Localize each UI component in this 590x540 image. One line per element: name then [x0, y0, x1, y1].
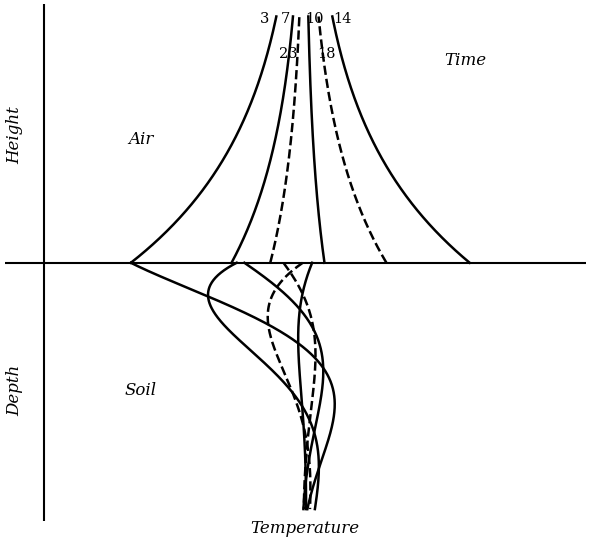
Text: 10: 10 [306, 12, 324, 26]
Text: 14: 14 [333, 12, 352, 26]
Text: Depth: Depth [6, 365, 23, 416]
Text: 23: 23 [280, 47, 298, 61]
Text: 7: 7 [281, 12, 290, 26]
Text: 18: 18 [317, 47, 336, 61]
Text: Soil: Soil [124, 382, 156, 400]
Text: Height: Height [6, 106, 23, 164]
Text: Air: Air [128, 131, 153, 148]
Text: Time: Time [444, 52, 487, 69]
Text: 3: 3 [260, 12, 269, 26]
Text: Temperature: Temperature [251, 520, 360, 537]
